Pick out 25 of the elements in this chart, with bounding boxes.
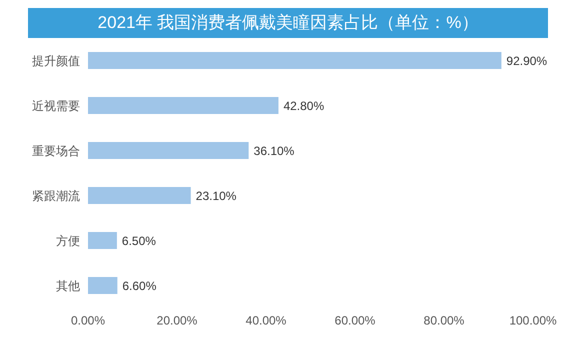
x-tick-label: 60.00% [334, 314, 376, 328]
y-tick-label: 紧跟潮流 [32, 188, 80, 203]
x-tick-label: 20.00% [156, 314, 198, 328]
data-label: 23.10% [196, 188, 237, 203]
bar [88, 52, 502, 69]
x-tick-label: 40.00% [246, 314, 287, 328]
y-tick-label: 其他 [56, 278, 80, 293]
y-tick-label: 方便 [56, 234, 80, 248]
chart-title: 2021年 我国消费者佩戴美瞳因素占比（单位：%） [28, 8, 548, 38]
y-tick-label: 提升颜值 [32, 54, 80, 68]
bar [88, 97, 278, 114]
y-tick-label: 近视需要 [32, 98, 80, 113]
bar [88, 277, 118, 294]
data-label: 42.80% [283, 98, 324, 113]
bar [88, 232, 117, 249]
data-label: 36.10% [254, 144, 295, 158]
y-tick-label: 重要场合 [32, 144, 80, 158]
x-tick-label: 0.00% [70, 314, 106, 328]
bar [88, 142, 249, 159]
data-label: 6.50% [122, 234, 156, 248]
data-label: 6.60% [122, 278, 157, 293]
x-tick-label: 80.00% [424, 314, 465, 328]
bar [88, 187, 191, 204]
x-tick-label: 100.00% [509, 314, 558, 328]
data-label: 92.90% [506, 54, 548, 68]
